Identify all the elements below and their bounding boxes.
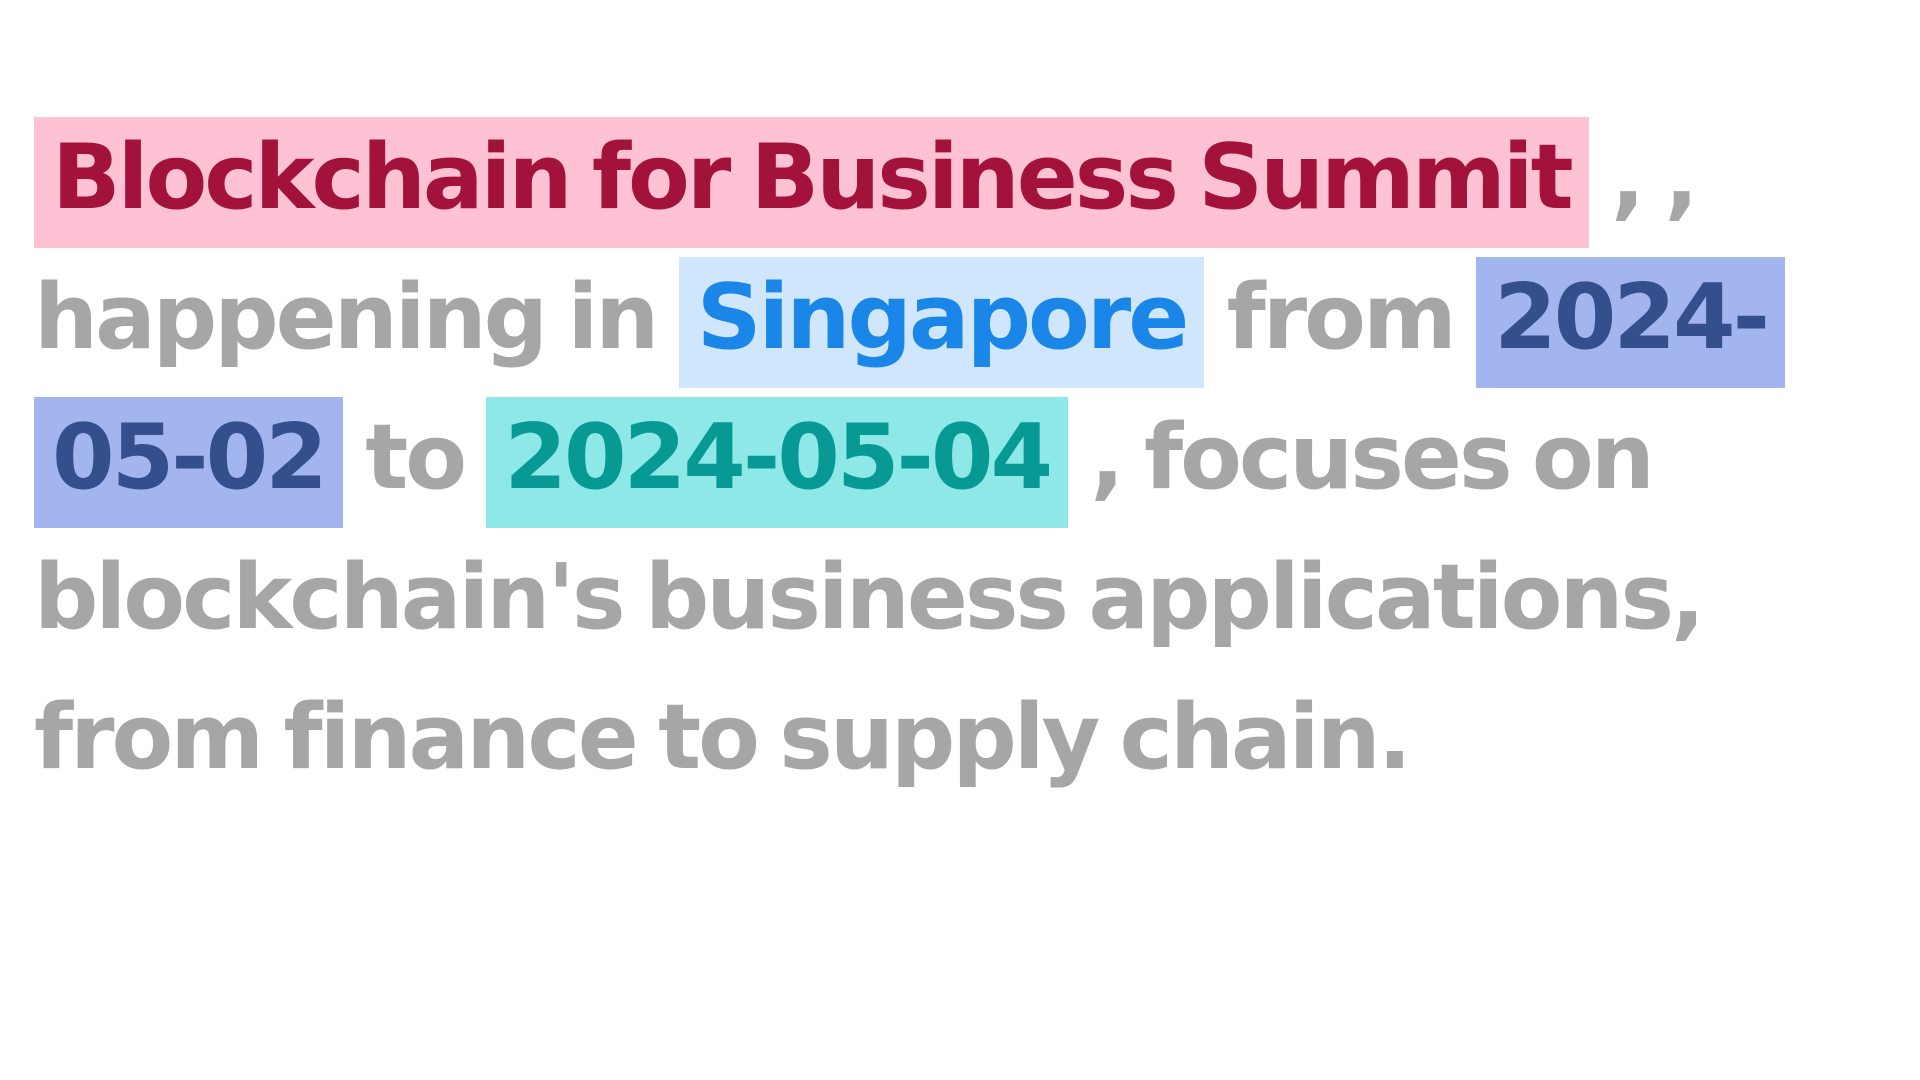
happening-in-text: happening in <box>34 265 659 370</box>
location-highlight: Singapore <box>678 257 1205 388</box>
description-text: , focuses on blockchain's business appli… <box>34 405 1705 790</box>
event-name-highlight: Blockchain for Business Summit <box>34 117 1589 248</box>
from-text: from <box>1226 265 1457 370</box>
comma-text-2: , <box>1664 125 1698 230</box>
comma-text: , <box>1610 125 1645 230</box>
annotated-sentence: Blockchain for Business Summit , , happe… <box>34 108 1894 808</box>
end-date-highlight: 2024-05-04 <box>486 397 1069 528</box>
to-text: to <box>365 405 467 510</box>
